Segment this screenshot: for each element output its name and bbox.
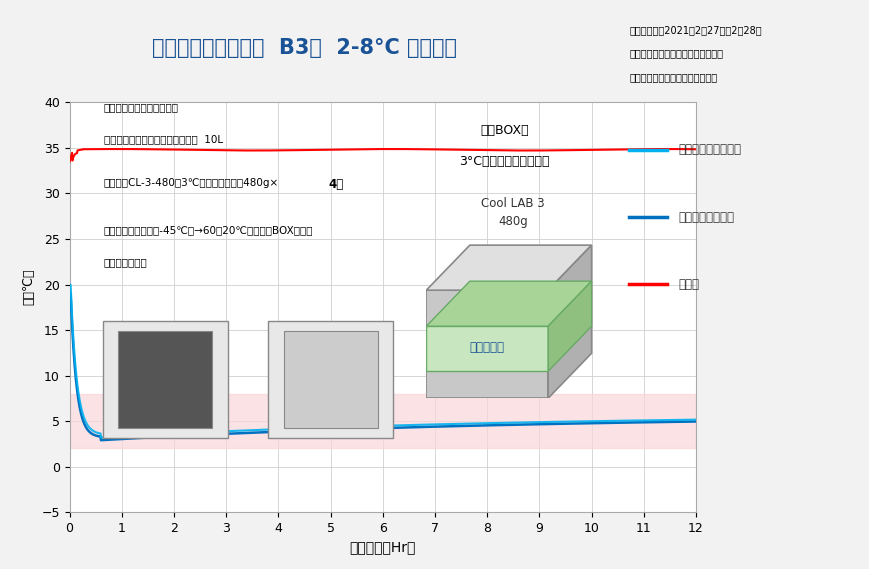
Polygon shape: [426, 290, 547, 398]
Polygon shape: [426, 245, 591, 290]
Text: 4枚: 4枚: [328, 178, 343, 191]
Text: ＜温度計測試験実施条件＞: ＜温度計測試験実施条件＞: [103, 102, 178, 112]
Text: アルミ内箱内中心部: アルミ内箱内中心部: [678, 143, 741, 156]
Polygon shape: [426, 281, 591, 326]
FancyBboxPatch shape: [283, 332, 377, 428]
Text: 外気温: 外気温: [678, 278, 699, 291]
Text: 使用ボックス　：　発泡ボックス  10L: 使用ボックス ： 発泡ボックス 10L: [103, 134, 222, 145]
Text: Cool LAB 3: Cool LAB 3: [481, 197, 545, 210]
Text: アルミ内箱使用: アルミ内箱使用: [103, 258, 147, 267]
Polygon shape: [426, 326, 547, 372]
Text: 度（℃）: 度（℃）: [23, 269, 36, 305]
Text: 試験実施日：2021年2月27日～2月28日: 試験実施日：2021年2月27日～2月28日: [629, 24, 761, 35]
Text: 投入条件：冷凍庫（-45℃）→60分20℃放置後、BOX内投入: 投入条件：冷凍庫（-45℃）→60分20℃放置後、BOX内投入: [103, 225, 313, 235]
Text: 定温輸送容器セット  B3案  2-8°C 温度試験: 定温輸送容器セット B3案 2-8°C 温度試験: [152, 38, 456, 59]
FancyBboxPatch shape: [118, 332, 212, 428]
X-axis label: 経過時間（Hr）: 経過時間（Hr）: [349, 541, 415, 554]
Polygon shape: [547, 281, 591, 372]
Text: 発泡BOX内: 発泡BOX内: [480, 124, 528, 137]
Text: 試験実施場所　：　㈱スギヤマゲン: 試験実施場所 ： ㈱スギヤマゲン: [629, 48, 723, 59]
FancyBboxPatch shape: [268, 321, 393, 438]
Text: アルミ内箱内スミ: アルミ内箱内スミ: [678, 211, 734, 224]
FancyBboxPatch shape: [103, 321, 228, 438]
Text: 3°C保冷剤セッティング: 3°C保冷剤セッティング: [459, 155, 549, 168]
Bar: [70, 394, 695, 448]
Text: アルミ内箱: アルミ内箱: [469, 341, 504, 354]
Text: 保冷剤：CL-3-480（3℃融点保冷剤）　480g×: 保冷剤：CL-3-480（3℃融点保冷剤） 480g×: [103, 178, 278, 188]
Polygon shape: [547, 245, 591, 398]
Text: 480g: 480g: [498, 215, 527, 228]
Text: 試験実施者　：　㈱スギヤマゲン: 試験実施者 ： ㈱スギヤマゲン: [629, 72, 717, 82]
